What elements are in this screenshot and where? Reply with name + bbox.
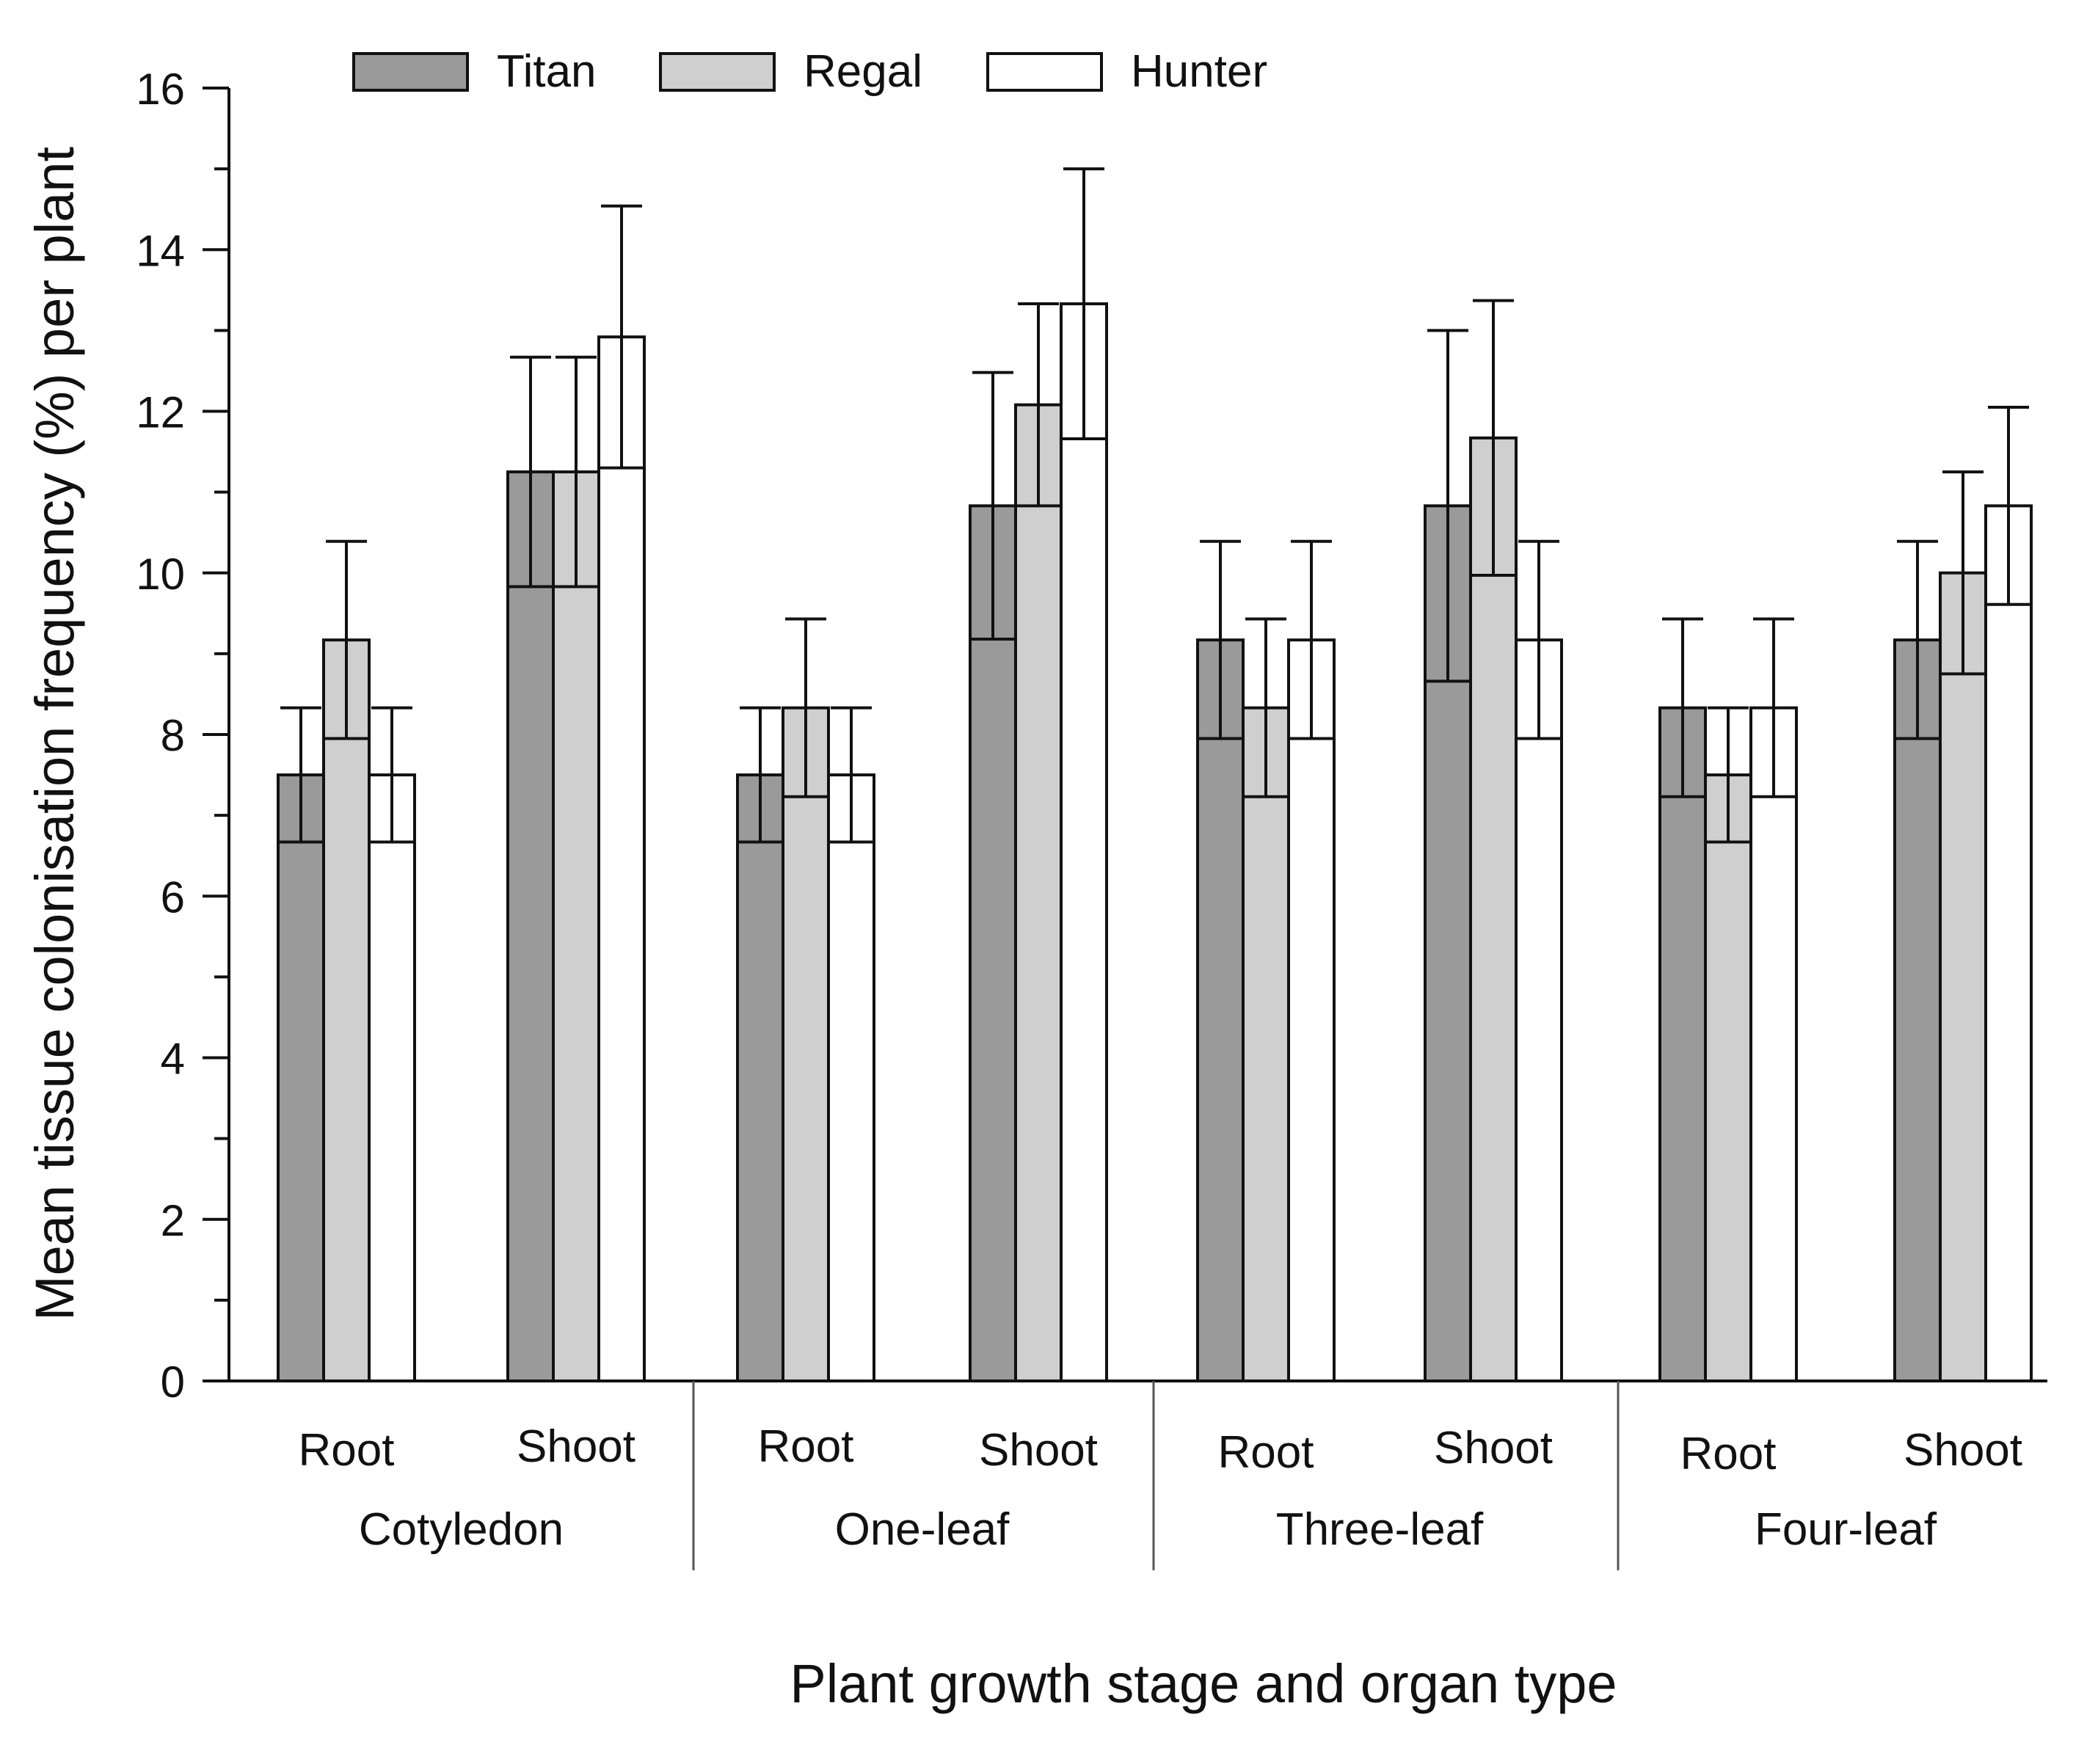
- bar-regal-4: [1014, 403, 1063, 1383]
- y-tick-label: 8: [161, 711, 185, 760]
- stage-label: Three-leaf: [1276, 1504, 1484, 1555]
- bar-titan-7: [1658, 706, 1707, 1382]
- legend-swatch-hunter: [986, 52, 1103, 92]
- legend-swatch-regal: [659, 52, 776, 92]
- organ-label: Root: [1680, 1429, 1777, 1479]
- bar-titan-8: [1893, 638, 1942, 1382]
- bar-hunter-4: [1060, 302, 1108, 1383]
- legend-label-hunter: Hunter: [1131, 46, 1267, 97]
- stage-label: One-leaf: [835, 1504, 1010, 1555]
- bar-regal-8: [1939, 571, 1987, 1382]
- y-tick-label: 6: [161, 872, 185, 922]
- stage-label: Cotyledon: [359, 1504, 564, 1555]
- bar-hunter-2: [597, 335, 646, 1382]
- organ-label: Shoot: [517, 1421, 635, 1472]
- bar-hunter-3: [827, 773, 875, 1382]
- organ-label: Shoot: [979, 1425, 1098, 1476]
- bar-regal-6: [1469, 436, 1518, 1382]
- error-bars: [278, 167, 2031, 844]
- bar-hunter-6: [1515, 638, 1563, 1382]
- legend: Titan Regal Hunter: [352, 46, 1267, 97]
- organ-label: Root: [1218, 1427, 1314, 1478]
- bars: [277, 302, 2033, 1383]
- organ-label: Root: [758, 1421, 854, 1472]
- organ-label: Root: [299, 1425, 395, 1476]
- bar-regal-1: [322, 638, 371, 1382]
- legend-label-regal: Regal: [804, 46, 922, 97]
- stage-label: Four-leaf: [1755, 1504, 1937, 1555]
- axes: [203, 87, 2047, 1570]
- y-tick-label: 12: [136, 388, 185, 437]
- bar-titan-1: [277, 773, 325, 1382]
- legend-label-titan: Titan: [497, 46, 597, 97]
- bar-titan-5: [1196, 638, 1245, 1382]
- bar-hunter-1: [368, 773, 416, 1382]
- bar-titan-4: [969, 504, 1017, 1383]
- y-tick-label: 2: [161, 1196, 185, 1245]
- bar-regal-7: [1704, 773, 1752, 1382]
- bar-hunter-5: [1287, 638, 1336, 1382]
- bar-titan-3: [736, 773, 784, 1382]
- bar-regal-2: [552, 470, 600, 1382]
- bar-hunter-7: [1749, 706, 1798, 1382]
- legend-swatch-titan: [352, 52, 469, 92]
- y-tick-label: 0: [161, 1357, 185, 1407]
- organ-label: Shoot: [1434, 1423, 1553, 1473]
- bar-regal-3: [782, 706, 830, 1382]
- x-axis-label: Plant growth stage and organ type: [790, 1653, 1617, 1714]
- y-axis-label: Mean tissue colonisation frequency (%) p…: [24, 147, 85, 1322]
- y-tick-label: 16: [136, 65, 185, 114]
- bar-regal-5: [1242, 706, 1290, 1382]
- organ-label: Shoot: [1904, 1425, 2022, 1476]
- y-tick-label: 4: [161, 1035, 185, 1084]
- y-tick-label: 14: [136, 226, 185, 275]
- bar-hunter-8: [1984, 504, 2033, 1383]
- bar-titan-2: [506, 470, 555, 1382]
- labels: 0 2 4 6 8 10 12 14 16 Root Shoot Cotyledon Root Shoot…: [136, 65, 2022, 1555]
- y-tick-label: 10: [136, 550, 185, 599]
